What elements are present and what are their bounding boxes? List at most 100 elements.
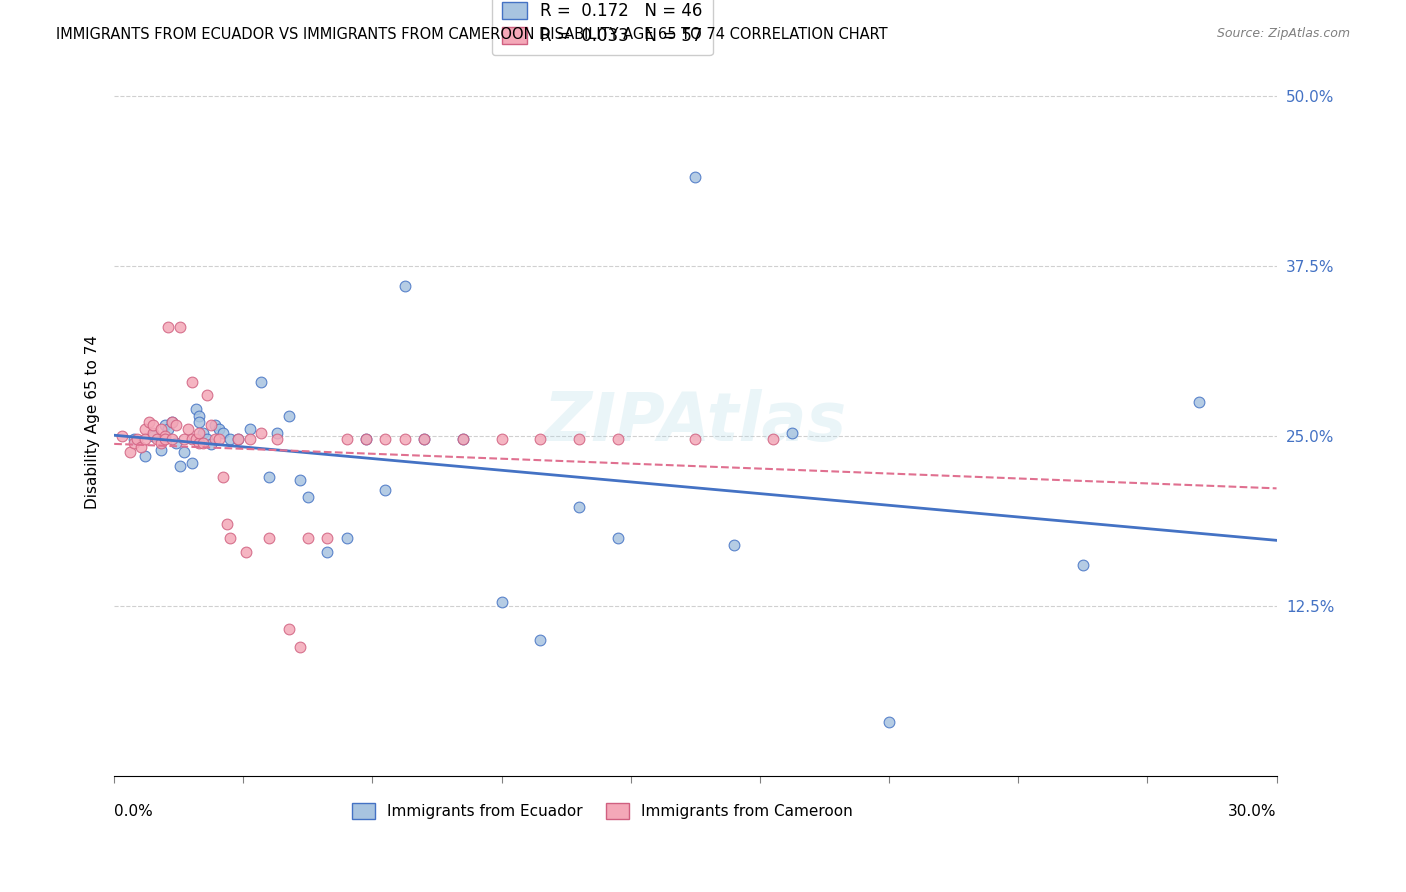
Point bbox=[336, 432, 359, 446]
Point bbox=[195, 388, 218, 402]
Point bbox=[316, 531, 339, 545]
Point bbox=[354, 432, 377, 446]
Point bbox=[184, 432, 207, 446]
Point bbox=[413, 432, 436, 446]
Point bbox=[257, 531, 280, 545]
Point bbox=[250, 426, 273, 441]
Point bbox=[211, 470, 233, 484]
Point bbox=[162, 432, 184, 446]
Point bbox=[336, 531, 359, 545]
Point bbox=[239, 422, 262, 436]
Y-axis label: Disability Age 65 to 74: Disability Age 65 to 74 bbox=[86, 335, 100, 509]
Point bbox=[188, 426, 211, 441]
Point bbox=[173, 432, 195, 446]
Point bbox=[685, 432, 707, 446]
Point bbox=[1188, 395, 1211, 409]
Point bbox=[394, 279, 416, 293]
Point bbox=[235, 544, 257, 558]
Point bbox=[146, 432, 169, 446]
Point bbox=[142, 429, 165, 443]
Point bbox=[529, 432, 551, 446]
Point bbox=[134, 432, 156, 446]
Point bbox=[142, 426, 165, 441]
Point bbox=[208, 432, 231, 446]
Point bbox=[195, 432, 218, 446]
Point bbox=[685, 170, 707, 185]
Point bbox=[162, 415, 184, 429]
Point bbox=[297, 490, 319, 504]
Point bbox=[122, 435, 145, 450]
Point bbox=[118, 445, 141, 459]
Point bbox=[165, 435, 187, 450]
Point bbox=[266, 426, 288, 441]
Point bbox=[762, 432, 785, 446]
Legend: Immigrants from Ecuador, Immigrants from Cameroon: Immigrants from Ecuador, Immigrants from… bbox=[346, 797, 859, 825]
Point bbox=[157, 320, 180, 334]
Point bbox=[188, 435, 211, 450]
Point bbox=[149, 435, 172, 450]
Point bbox=[226, 432, 249, 446]
Point bbox=[266, 432, 288, 446]
Point bbox=[257, 470, 280, 484]
Point bbox=[153, 429, 176, 443]
Point bbox=[239, 432, 262, 446]
Point bbox=[219, 531, 242, 545]
Point bbox=[188, 415, 211, 429]
Point bbox=[153, 418, 176, 433]
Point bbox=[200, 437, 222, 451]
Point bbox=[780, 426, 803, 441]
Text: ZIPAtlas: ZIPAtlas bbox=[544, 389, 846, 455]
Point bbox=[1071, 558, 1094, 573]
Point bbox=[153, 432, 176, 446]
Text: IMMIGRANTS FROM ECUADOR VS IMMIGRANTS FROM CAMEROON DISABILITY AGE 65 TO 74 CORR: IMMIGRANTS FROM ECUADOR VS IMMIGRANTS FR… bbox=[56, 27, 887, 42]
Point bbox=[149, 442, 172, 457]
Text: Source: ZipAtlas.com: Source: ZipAtlas.com bbox=[1216, 27, 1350, 40]
Point bbox=[200, 418, 222, 433]
Point bbox=[208, 422, 231, 436]
Point bbox=[127, 432, 149, 446]
Point bbox=[184, 401, 207, 416]
Point bbox=[491, 432, 513, 446]
Point bbox=[394, 432, 416, 446]
Point bbox=[134, 422, 156, 436]
Text: 0.0%: 0.0% bbox=[114, 805, 153, 820]
Point bbox=[354, 432, 377, 446]
Text: 30.0%: 30.0% bbox=[1227, 805, 1277, 820]
Point bbox=[193, 435, 215, 450]
Point bbox=[180, 375, 202, 389]
Point bbox=[297, 531, 319, 545]
Point bbox=[165, 418, 187, 433]
Point bbox=[122, 432, 145, 446]
Point bbox=[142, 418, 165, 433]
Point bbox=[277, 622, 299, 636]
Point bbox=[219, 432, 242, 446]
Point bbox=[131, 440, 153, 454]
Point bbox=[211, 426, 233, 441]
Point bbox=[606, 531, 628, 545]
Point bbox=[157, 422, 180, 436]
Point bbox=[138, 415, 160, 429]
Point bbox=[723, 538, 745, 552]
Point bbox=[226, 432, 249, 446]
Point bbox=[374, 432, 396, 446]
Point bbox=[606, 432, 628, 446]
Point bbox=[162, 415, 184, 429]
Point bbox=[374, 483, 396, 498]
Point bbox=[877, 714, 900, 729]
Point bbox=[180, 432, 202, 446]
Point bbox=[173, 445, 195, 459]
Point bbox=[288, 640, 311, 654]
Point bbox=[149, 422, 172, 436]
Point bbox=[177, 422, 200, 436]
Point bbox=[215, 517, 238, 532]
Point bbox=[288, 473, 311, 487]
Point bbox=[169, 458, 191, 473]
Point bbox=[529, 633, 551, 648]
Point bbox=[451, 432, 474, 446]
Point bbox=[204, 418, 226, 433]
Point bbox=[188, 409, 211, 423]
Point bbox=[169, 320, 191, 334]
Point bbox=[568, 500, 591, 514]
Point bbox=[491, 595, 513, 609]
Point bbox=[250, 375, 273, 389]
